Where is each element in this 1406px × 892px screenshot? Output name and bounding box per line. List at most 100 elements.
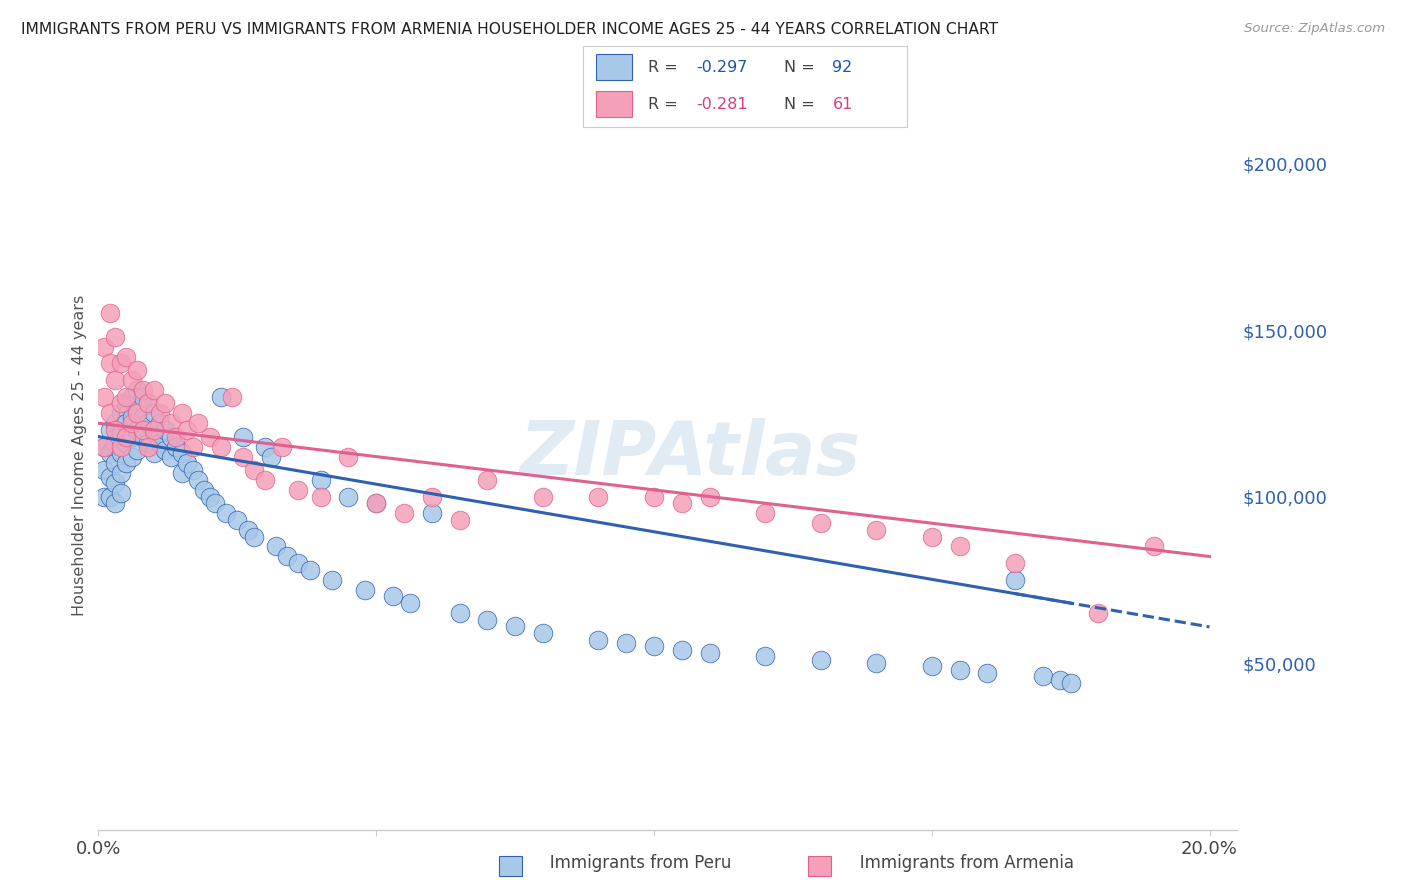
Point — [110, 446, 132, 460]
Point — [170, 446, 193, 460]
Point — [948, 540, 970, 554]
Point — [366, 496, 388, 510]
Point — [159, 429, 181, 443]
Point — [193, 483, 215, 497]
Point — [531, 490, 554, 504]
Point — [181, 440, 204, 454]
Point — [614, 636, 637, 650]
Point — [187, 473, 209, 487]
Point — [170, 467, 193, 481]
Point — [232, 429, 254, 443]
Text: ZIPAtlas: ZIPAtlas — [520, 418, 862, 491]
Point — [104, 423, 127, 437]
Point — [93, 463, 115, 477]
Point — [104, 329, 127, 343]
Bar — [596, 91, 633, 117]
Text: Immigrants from Armenia: Immigrants from Armenia — [844, 855, 1074, 872]
Point — [671, 642, 693, 657]
Point — [143, 426, 166, 441]
Point — [121, 390, 143, 404]
Text: 92: 92 — [832, 60, 853, 75]
Point — [238, 523, 260, 537]
Point — [1049, 673, 1071, 687]
Point — [477, 613, 499, 627]
Point — [215, 506, 238, 520]
Point — [243, 529, 266, 543]
Point — [153, 442, 176, 457]
Text: N =: N = — [785, 60, 820, 75]
Point — [98, 423, 121, 437]
Point — [121, 373, 143, 387]
Point — [298, 563, 321, 577]
Point — [1087, 606, 1109, 620]
Point — [104, 496, 127, 510]
Point — [110, 406, 132, 420]
Point — [420, 506, 443, 520]
Point — [337, 490, 360, 504]
Point — [98, 469, 121, 483]
Point — [503, 619, 526, 633]
Point — [127, 383, 149, 397]
Point — [309, 490, 332, 504]
Text: -0.281: -0.281 — [697, 96, 748, 112]
Point — [110, 467, 132, 481]
Point — [204, 496, 226, 510]
Point — [921, 529, 943, 543]
Point — [232, 450, 254, 464]
Point — [115, 417, 138, 431]
Point — [132, 423, 155, 437]
Point — [98, 490, 121, 504]
Point — [121, 429, 143, 443]
Point — [321, 573, 343, 587]
Point — [115, 350, 138, 364]
Point — [209, 440, 232, 454]
Point — [366, 496, 388, 510]
Point — [287, 556, 309, 570]
Point — [159, 417, 181, 431]
Point — [226, 513, 249, 527]
Point — [93, 340, 115, 354]
Point — [1032, 669, 1054, 683]
Point — [138, 396, 160, 410]
Point — [143, 406, 166, 420]
Point — [132, 390, 155, 404]
Point — [121, 417, 143, 431]
Point — [110, 486, 132, 500]
Point — [153, 396, 176, 410]
Point — [121, 450, 143, 464]
Point — [104, 476, 127, 491]
Text: -0.297: -0.297 — [697, 60, 748, 75]
Point — [127, 442, 149, 457]
Point — [121, 409, 143, 424]
Point — [115, 456, 138, 470]
Point — [420, 490, 443, 504]
Point — [110, 356, 132, 370]
Point — [127, 423, 149, 437]
Point — [276, 549, 298, 564]
Point — [115, 396, 138, 410]
Point — [165, 440, 187, 454]
Text: Source: ZipAtlas.com: Source: ZipAtlas.com — [1244, 22, 1385, 36]
Point — [98, 446, 121, 460]
Point — [104, 436, 127, 450]
Point — [588, 632, 610, 647]
Point — [127, 403, 149, 417]
Point — [865, 523, 887, 537]
Point — [309, 473, 332, 487]
Point — [1059, 676, 1081, 690]
Point — [148, 417, 170, 431]
Point — [264, 540, 287, 554]
Point — [287, 483, 309, 497]
Text: R =: R = — [648, 96, 683, 112]
Point — [1143, 540, 1166, 554]
Point — [115, 429, 138, 443]
Point — [115, 436, 138, 450]
Point — [699, 646, 721, 660]
Point — [104, 456, 127, 470]
Point — [153, 423, 176, 437]
Point — [810, 653, 832, 667]
Point — [104, 373, 127, 387]
Point — [93, 440, 115, 454]
Point — [976, 666, 998, 681]
Point — [671, 496, 693, 510]
